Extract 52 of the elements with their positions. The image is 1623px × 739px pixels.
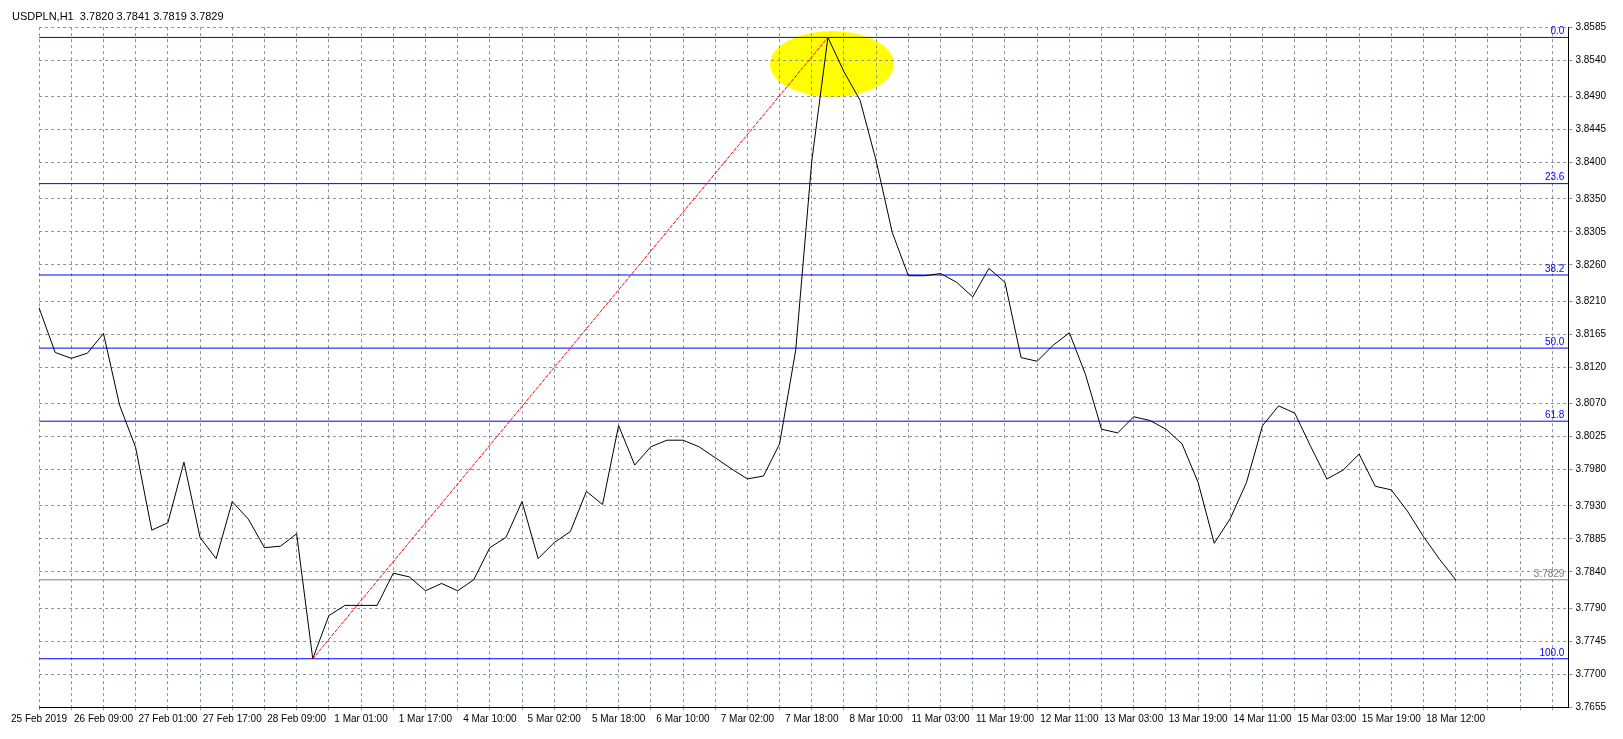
ref-line-label: 3.7829 <box>1533 567 1565 579</box>
x-tick-label: 27 Feb 01:00 <box>138 712 198 724</box>
x-tick-label: 5 Mar 02:00 <box>527 712 582 724</box>
x-tick-label: 27 Feb 17:00 <box>202 712 263 724</box>
annotation: 61.8 <box>1544 408 1565 420</box>
y-tick-label: 3.8025 <box>1575 430 1607 442</box>
y-tick-label: 3.7885 <box>1575 532 1607 544</box>
y-tick-label: 3.8445 <box>1575 123 1607 135</box>
x-tick-label: 7 Mar 18:00 <box>785 712 839 724</box>
x-tick-label: 5 Mar 18:00 <box>591 712 646 724</box>
x-tick-label: 11 Mar 19:00 <box>975 712 1035 724</box>
x-tick-label: 26 Feb 09:00 <box>74 712 134 724</box>
annotation: 23.6 <box>1544 171 1565 183</box>
x-tick-label: 13 Mar 19:00 <box>1168 712 1229 724</box>
y-tick-label: 3.7790 <box>1575 602 1607 614</box>
x-tick-label: 15 Mar 19:00 <box>1361 712 1422 724</box>
annotation: 0.0 <box>1550 25 1565 37</box>
y-tick-label: 3.8165 <box>1575 327 1607 339</box>
x-tick-label: 28 Feb 09:00 <box>267 712 327 724</box>
y-tick-label: 3.8400 <box>1575 156 1607 168</box>
y-tick-label: 3.8120 <box>1575 360 1607 372</box>
chart-title: USDPLN,H1 3.7820 3.7841 3.7819 3.7829 <box>12 9 224 22</box>
y-tick-label: 3.7980 <box>1575 463 1607 475</box>
y-tick-label: 3.8540 <box>1575 53 1607 65</box>
y-tick-label: 3.8490 <box>1575 90 1607 102</box>
y-tick-label: 3.8260 <box>1575 258 1607 270</box>
y-tick-label: 3.8210 <box>1575 295 1607 307</box>
x-tick-label: 15 Mar 03:00 <box>1297 712 1357 724</box>
y-tick-label: 3.8305 <box>1575 225 1607 237</box>
x-tick-label: 7 Mar 02:00 <box>720 712 775 724</box>
y-tick-label: 3.7655 <box>1575 700 1607 712</box>
x-tick-label: 18 Mar 12:00 <box>1426 712 1486 724</box>
annotation: 100.0 <box>1539 646 1565 658</box>
annotation: 38.2 <box>1544 262 1565 274</box>
y-tick-label: 3.8585 <box>1575 20 1607 32</box>
y-tick-label: 3.8070 <box>1575 397 1607 409</box>
x-tick-label: 8 Mar 10:00 <box>849 712 904 724</box>
x-tick-label: 4 Mar 10:00 <box>463 712 517 724</box>
x-tick-label: 12 Mar 11:00 <box>1040 712 1099 724</box>
y-tick-label: 3.7840 <box>1575 565 1607 577</box>
x-tick-label: 1 Mar 17:00 <box>398 712 453 724</box>
x-tick-label: 1 Mar 01:00 <box>334 712 389 724</box>
x-tick-label: 13 Mar 03:00 <box>1104 712 1164 724</box>
y-tick-label: 3.7930 <box>1575 499 1607 511</box>
y-tick-label: 3.7745 <box>1575 634 1607 646</box>
x-tick-label: 25 Feb 2019 <box>10 712 68 724</box>
y-tick-label: 3.8350 <box>1575 192 1607 204</box>
x-tick-label: 14 Mar 11:00 <box>1233 712 1293 724</box>
x-tick-label: 11 Mar 03:00 <box>911 712 971 724</box>
annotation: 50.0 <box>1544 335 1565 347</box>
x-tick-label: 6 Mar 10:00 <box>656 712 711 724</box>
y-tick-label: 3.7700 <box>1575 667 1607 679</box>
